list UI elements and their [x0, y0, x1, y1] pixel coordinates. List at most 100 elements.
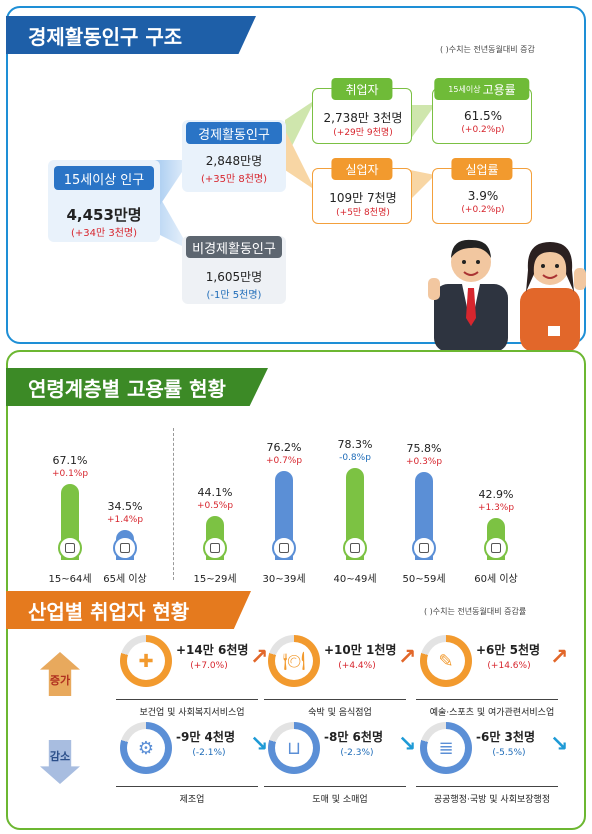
structure-banner: 경제활동인구 구조	[6, 16, 574, 54]
bar-change-label: +0.5%p	[196, 501, 234, 512]
employment-rate-change: (+0.2%p)	[461, 125, 505, 135]
industry-ring: ⚙	[120, 722, 172, 774]
age-title: 연령계층별 고용률 현황	[6, 368, 268, 406]
inactive-pop-label: 비경제활동인구	[186, 236, 282, 258]
industry-ring: ⊔	[268, 722, 320, 774]
document-icon	[272, 536, 296, 560]
industry-item: ✎ +6만 5천명 (+14.6%) ↗ 예술·스포츠 및 여가관련서비스업	[416, 635, 580, 718]
underline	[264, 786, 406, 787]
bar-change-label: -0.8%p	[339, 453, 371, 464]
bar-value-label: 42.9%	[478, 487, 514, 501]
trend-up-icon: ↗	[398, 645, 417, 670]
document-icon	[113, 536, 137, 560]
industry-item: ✚ +14만 6천명 (+7.0%) ↗ 보건업 및 사회복지서비스업	[116, 635, 280, 718]
gears-icon: ⚙	[127, 729, 165, 767]
bar-change-label: +0.7%p	[265, 456, 303, 467]
employed-label: 취업자	[331, 78, 393, 100]
age-group-label: 60세 이상	[474, 574, 518, 585]
bar-change-label: +1.4%p	[106, 514, 144, 525]
document-icon	[203, 536, 227, 560]
employment-rate-label: 15세이상 고용률	[434, 78, 530, 100]
industry-ring: ✚	[120, 635, 172, 687]
industry-rate: (-5.5%)	[492, 748, 526, 758]
industry-name: 제조업	[179, 795, 205, 805]
industry-amount: -8만 6천명	[324, 730, 383, 744]
active-pop-box: 경제활동인구 2,848만명 (+35만 8천명)	[182, 120, 286, 192]
industry-item: 🍽 +10만 1천명 (+4.4%) ↗ 숙박 및 음식점업	[264, 635, 428, 718]
industry-banner: 산업별 취업자 현황	[6, 591, 574, 629]
employed-value: 2,738만 3천명	[323, 111, 403, 125]
industry-item: ≣ -6만 3천명 (-5.5%) ↘ 공공행정·국방 및 사회보장행정	[416, 722, 580, 805]
industry-rate: (-2.1%)	[192, 748, 226, 758]
industry-ring: ✎	[420, 635, 472, 687]
industry-amount: -6만 3천명	[476, 730, 535, 744]
population-15-label: 15세이상 인구	[54, 166, 154, 190]
industry-name: 예술·스포츠 및 여가관련서비스업	[429, 708, 555, 718]
industry-name: 보건업 및 사회복지서비스업	[139, 708, 245, 718]
industry-rate: (+7.0%)	[190, 661, 228, 671]
active-pop-label: 경제활동인구	[186, 122, 282, 144]
bar-change-label: +0.3%p	[405, 456, 443, 467]
bar-value-label: 34.5%	[107, 499, 143, 513]
population-15-value: 4,453만명	[66, 206, 142, 224]
trend-up-icon: ↗	[550, 645, 569, 670]
industry-item: ⚙ -9만 4천명 (-2.1%) ↘ 제조업	[116, 722, 280, 805]
unemployed-card: 실업자 109만 7천명 (+5만 8천명)	[312, 158, 412, 224]
bar-value-label: 67.1%	[52, 454, 88, 468]
age-group-label: 50~59세	[402, 574, 446, 585]
unemployment-rate-card: 실업률 3.9% (+0.2%p)	[432, 158, 532, 224]
first-aid-kit-icon: ✚	[127, 642, 165, 680]
structure-note: ( )수치는 전년동월대비 증감	[440, 45, 535, 54]
underline	[416, 786, 558, 787]
document-icon	[484, 536, 508, 560]
employed-card: 취업자 2,738만 3천명 (+29만 9천명)	[312, 78, 412, 144]
active-pop-change: (+35만 8천명)	[200, 174, 268, 185]
industry-ring: ≣	[420, 722, 472, 774]
industry-title: 산업별 취업자 현황	[6, 591, 251, 629]
structure-connectors	[150, 160, 190, 250]
inactive-pop-box: 비경제활동인구 1,605만명 (-1만 5천명)	[182, 236, 286, 304]
age-divider	[173, 428, 174, 580]
population-15-box: 15세이상 인구 4,453만명 (+34만 3천명)	[48, 160, 160, 242]
industry-amount: +10만 1천명	[324, 643, 397, 657]
unemployment-rate-label: 실업률	[451, 158, 513, 180]
underline	[264, 699, 406, 700]
trend-down-icon: ↘	[398, 732, 417, 757]
document-scroll-icon: ≣	[427, 729, 465, 767]
underline	[416, 699, 558, 700]
industry-name: 공공행정·국방 및 사회보장행정	[433, 795, 551, 805]
trend-down-icon: ↘	[250, 732, 269, 757]
unemployment-rate-value: 3.9%	[467, 189, 499, 203]
industry-name: 숙박 및 음식점업	[308, 708, 372, 718]
bar-value-label: 44.1%	[197, 486, 233, 500]
unemployed-label: 실업자	[331, 158, 393, 180]
unemployed-change: (+5만 8천명)	[336, 208, 390, 218]
industry-amount: +6만 5천명	[476, 643, 541, 657]
document-icon	[343, 536, 367, 560]
shopping-basket-icon: ⊔	[275, 729, 313, 767]
industry-rate: (-2.3%)	[340, 748, 374, 758]
document-icon	[58, 536, 82, 560]
population-15-change: (+34만 3천명)	[70, 228, 138, 239]
inactive-pop-change: (-1만 5천명)	[206, 290, 262, 301]
industry-amount: +14만 6천명	[176, 643, 249, 657]
art-palette-icon: ✎	[427, 642, 465, 680]
age-group-label: 30~39세	[262, 574, 306, 585]
age-banner: 연령계층별 고용률 현황	[6, 368, 574, 406]
industry-note: ( )수치는 전년동월대비 증감률	[424, 607, 527, 616]
unemployed-value: 109만 7천명	[329, 191, 397, 205]
age-group-label: 15~64세	[48, 574, 92, 585]
underline	[116, 786, 258, 787]
age-group-label: 40~49세	[333, 574, 377, 585]
underline	[116, 699, 258, 700]
dining-icon: 🍽	[275, 642, 313, 680]
industry-rate: (+4.4%)	[338, 661, 376, 671]
employed-change: (+29만 9천명)	[333, 128, 393, 138]
industry-amount: -9만 4천명	[176, 730, 235, 744]
structure-title: 경제활동인구 구조	[6, 16, 256, 54]
trend-up-icon: ↗	[250, 645, 269, 670]
age-group-label: 15~29세	[193, 574, 237, 585]
industry-item: ⊔ -8만 6천명 (-2.3%) ↘ 도매 및 소매업	[264, 722, 428, 805]
bar-value-label: 76.2%	[266, 441, 302, 455]
business-people-illustration	[428, 239, 586, 352]
